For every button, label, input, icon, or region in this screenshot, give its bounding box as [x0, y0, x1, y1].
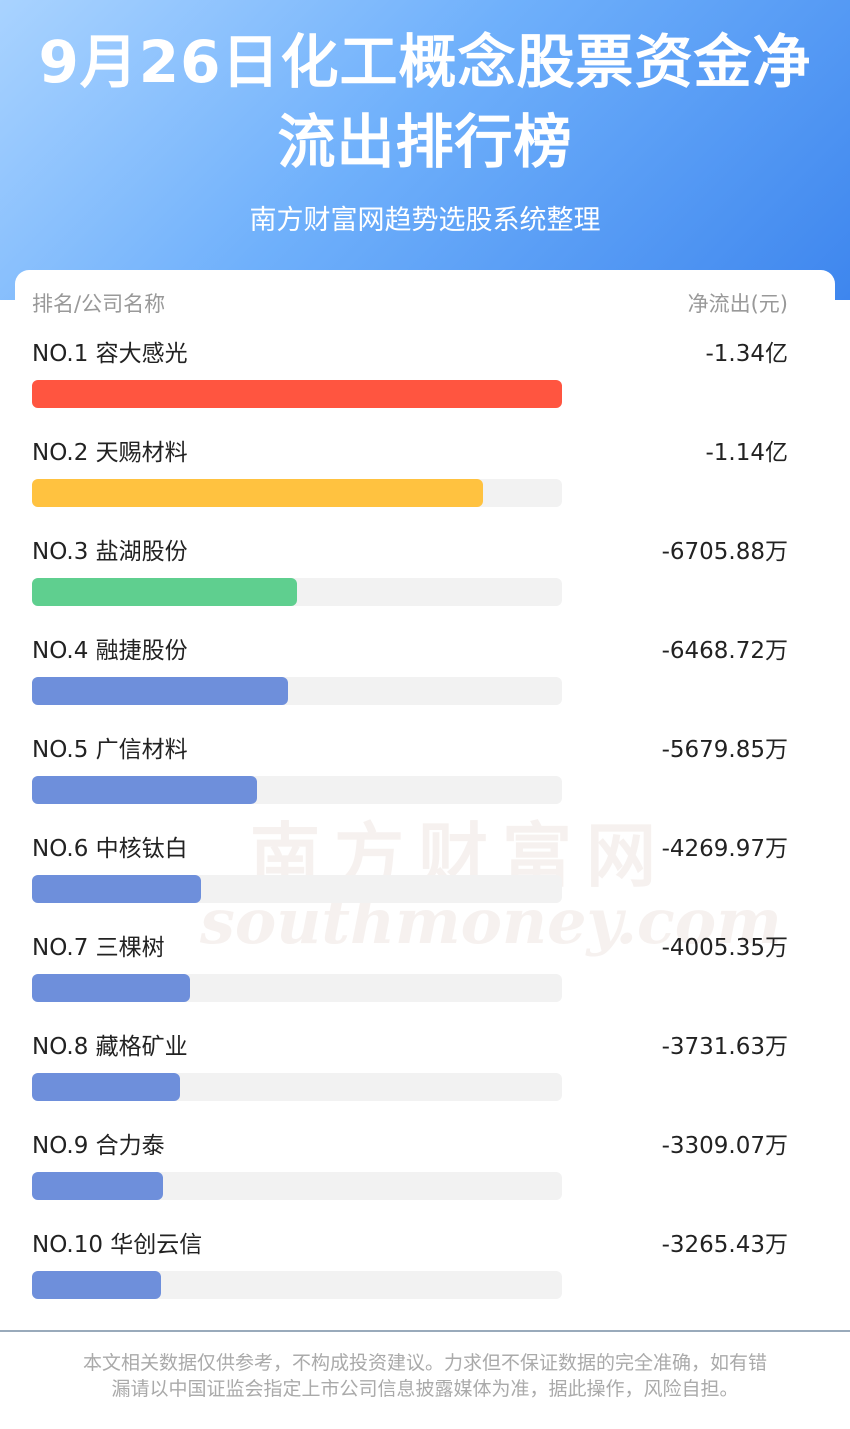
category-label: NO.9 合力泰: [32, 1133, 165, 1159]
value-label: -4005.35万: [661, 935, 788, 961]
card: [15, 270, 835, 1429]
bar: [32, 479, 483, 507]
bar: [32, 776, 257, 804]
bar: [32, 1073, 180, 1101]
bar: [32, 380, 562, 408]
value-label: -1.34亿: [705, 341, 788, 367]
category-label: NO.8 藏格矿业: [32, 1034, 188, 1060]
bar: [32, 875, 201, 903]
value-label: -3309.07万: [661, 1133, 788, 1159]
bar-track: [32, 875, 562, 903]
category-label: NO.4 融捷股份: [32, 638, 188, 664]
value-label: -1.14亿: [705, 440, 788, 466]
bar: [32, 974, 191, 1002]
category-label: NO.10 华创云信: [32, 1232, 203, 1258]
divider: [0, 1330, 850, 1332]
category-label: NO.6 中核钛白: [32, 836, 188, 862]
value-label: -5679.85万: [661, 737, 788, 763]
bar: [32, 1271, 162, 1299]
value-header: 净流出(元): [687, 292, 788, 316]
bar-track: [32, 1073, 562, 1101]
category-label: NO.1 容大感光: [32, 341, 188, 367]
value-label: -3731.63万: [661, 1034, 788, 1060]
category-label: NO.5 广信材料: [32, 737, 188, 763]
bar-track: [32, 974, 562, 1002]
subtitle: 南方财富网趋势选股系统整理: [249, 205, 601, 236]
bar: [32, 578, 298, 606]
header-background: [0, 0, 850, 300]
value-label: -6705.88万: [661, 539, 788, 565]
category-header: 排名/公司名称: [32, 292, 166, 316]
bar-track: [32, 776, 562, 804]
bar: [32, 1172, 163, 1200]
bar-track: [32, 479, 562, 507]
bar-track: [32, 1172, 562, 1200]
category-label: NO.7 三棵树: [32, 935, 165, 961]
value-label: -6468.72万: [661, 638, 788, 664]
value-label: -3265.43万: [661, 1232, 788, 1258]
category-label: NO.3 盐湖股份: [32, 539, 188, 565]
bar-track: [32, 1271, 562, 1299]
category-label: NO.2 天赐材料: [32, 440, 188, 466]
bar-track: [32, 578, 562, 606]
disclaimer: 本文相关数据仅供参考，不构成投资建议。力求但不保证数据的完全准确，如有错漏请以中…: [82, 1352, 767, 1400]
bar: [32, 677, 288, 705]
bar-track: [32, 677, 562, 705]
title: 9月26日化工概念股票资金净流出排行榜: [38, 28, 812, 176]
bar-track: [32, 380, 562, 408]
value-label: -4269.97万: [661, 836, 788, 862]
